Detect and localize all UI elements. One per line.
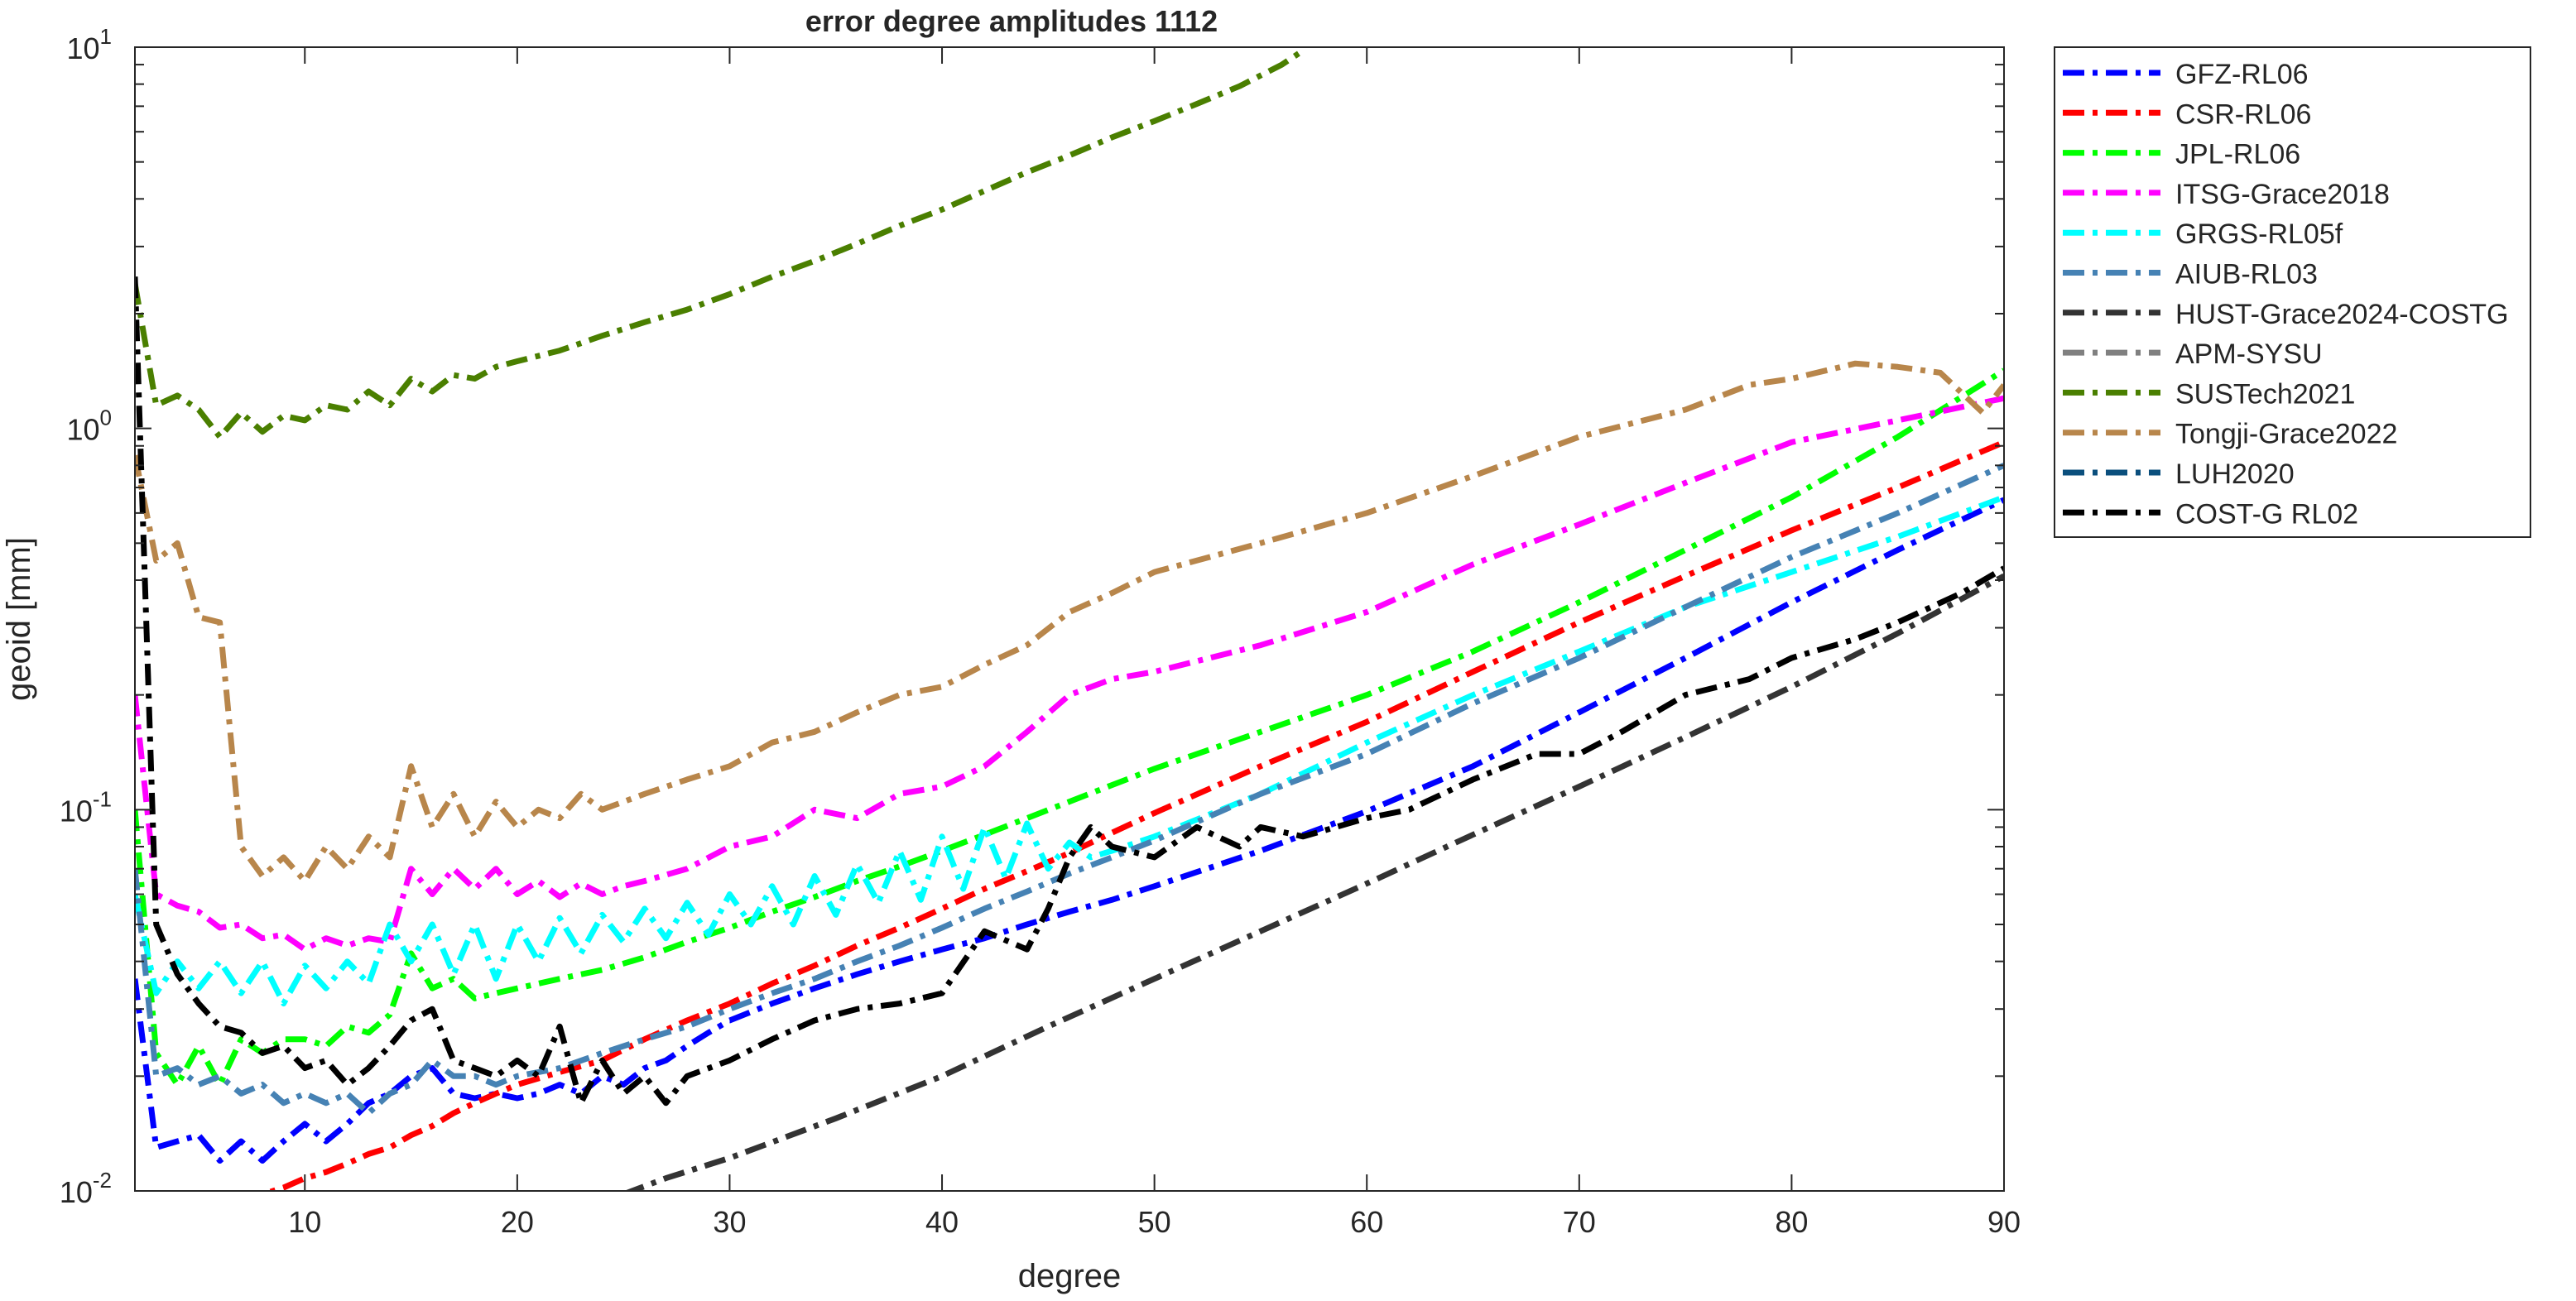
y-tick-label: 101: [66, 24, 112, 65]
x-axis-label: degree: [1018, 1258, 1122, 1294]
series-line-aiub-rl03: [135, 463, 2004, 1116]
plot-frame: [134, 46, 2005, 1192]
series-line-tongji-grace2022: [135, 360, 2004, 884]
series-layer: [135, 48, 2004, 1191]
x-tick-label: 30: [713, 1205, 746, 1239]
y-tick-label: 10-1: [60, 786, 112, 828]
y-tick-label: 100: [66, 406, 112, 447]
legend-label: LUH2020: [2175, 458, 2295, 490]
x-tick-label: 60: [1350, 1205, 1383, 1239]
legend-label: GRGS-RL05f: [2175, 218, 2343, 250]
x-tick-label: 50: [1138, 1205, 1171, 1239]
tick-layer: 10 20 30 40 50 60 70 80 90 101 100 10-1 10-2: [60, 24, 2021, 1239]
legend: GFZ-RL06 CSR-RL06 JPL-RL06 ITSG-Grace2018 GR…: [2054, 46, 2531, 538]
series-line-grgs-rl05f: [135, 494, 2004, 1007]
y-axis-label: geoid [mm]: [1, 537, 37, 701]
series-line-gfz-rl06: [135, 497, 2004, 1164]
x-tick-label: 90: [1987, 1205, 2021, 1239]
series-line-hust-grace2024-costg: [623, 573, 2004, 1191]
series-line-cost-g-rl02: [135, 276, 2004, 1107]
x-tick-label: 80: [1775, 1205, 1808, 1239]
legend-label: HUST-Grace2024-COSTG: [2175, 299, 2508, 330]
legend-label: COST-G RL02: [2175, 498, 2358, 530]
legend-label: CSR-RL06: [2175, 98, 2311, 130]
legend-label: AIUB-RL03: [2175, 259, 2318, 290]
y-tick-label: 10-2: [60, 1168, 112, 1209]
series-line-itsg-grace2018: [135, 395, 2004, 953]
x-tick-label: 20: [501, 1205, 534, 1239]
legend-label: Tongji-Grace2022: [2175, 419, 2397, 450]
legend-label: APM-SYSU: [2175, 338, 2323, 370]
legend-label: GFZ-RL06: [2175, 59, 2309, 90]
x-tick-label: 10: [288, 1205, 321, 1239]
series-line-sustech2021: [135, 48, 1305, 440]
chart-title: error degree amplitudes 1112: [805, 4, 1218, 38]
legend-label: ITSG-Grace2018: [2175, 179, 2390, 210]
legend-label: SUSTech2021: [2175, 378, 2355, 410]
x-tick-label: 40: [925, 1205, 959, 1239]
x-tick-label: 70: [1563, 1205, 1596, 1239]
series-line-csr-rl06: [263, 439, 2004, 1191]
legend-label: JPL-RL06: [2175, 139, 2300, 170]
legend-box: [2054, 46, 2531, 538]
series-line-jpl-rl06: [135, 367, 2004, 1088]
